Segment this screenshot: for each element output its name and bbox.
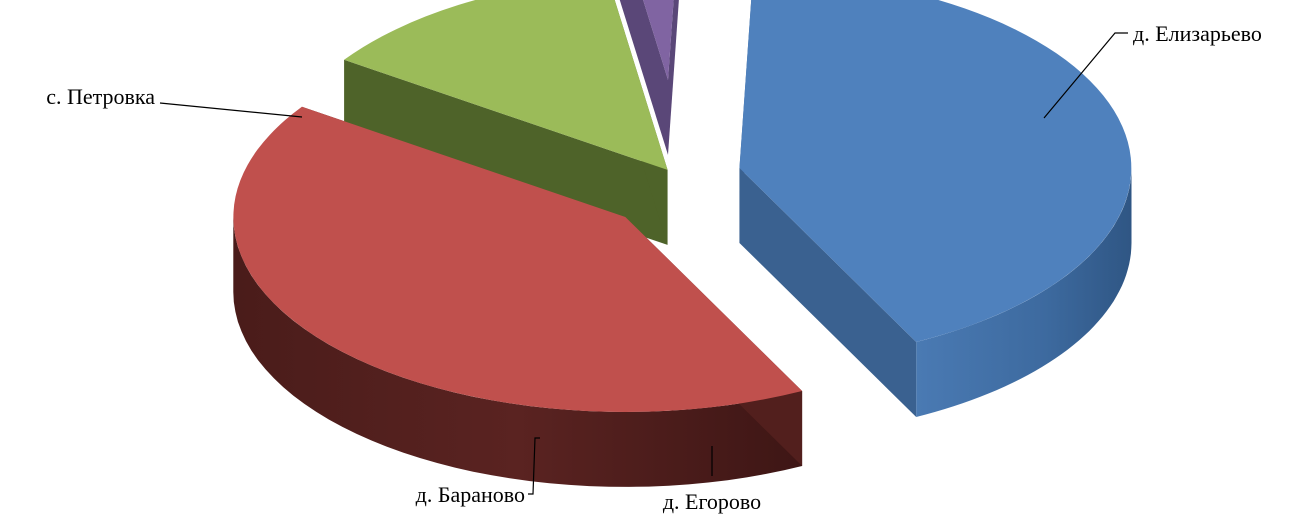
slice-3 [643, 0, 674, 80]
slice-side-3-1 [668, 0, 679, 155]
slice-side-3-0 [619, 0, 669, 155]
slice-label-2: д. Егорово [663, 489, 761, 514]
slice-side-0-1 [739, 167, 917, 417]
leader-line-1 [1043, 32, 1128, 119]
slice-1 [233, 106, 803, 412]
slice-wall-0 [916, 168, 1132, 417]
slice-label-3: д. Бараново [416, 482, 525, 507]
leader-line-0 [159, 102, 303, 118]
leader-line-3 [528, 437, 540, 495]
slice-0 [739, 0, 1132, 342]
slice-label-0: с. Петровка [46, 84, 155, 109]
slice-label-1: д. Елизарьево [1133, 21, 1262, 46]
slice-2 [344, 0, 668, 170]
slice-side-2-0 [344, 59, 668, 245]
slice-wall-1 [233, 217, 803, 487]
